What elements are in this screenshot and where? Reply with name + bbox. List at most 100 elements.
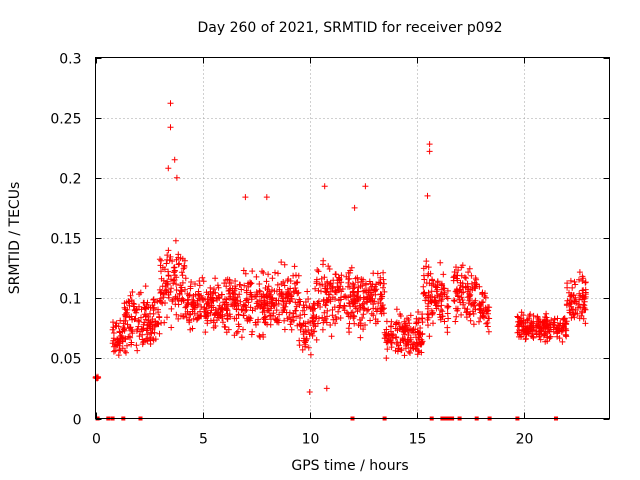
data-point bbox=[327, 296, 334, 303]
data-point bbox=[373, 286, 380, 293]
x-tick-label: 10 bbox=[302, 432, 320, 448]
data-point bbox=[362, 183, 369, 190]
data-point bbox=[520, 323, 527, 330]
data-point bbox=[468, 272, 475, 279]
data-point bbox=[377, 305, 384, 312]
data-point bbox=[318, 275, 325, 282]
data-point bbox=[334, 280, 341, 286]
data-point bbox=[407, 312, 414, 319]
data-point bbox=[319, 326, 326, 333]
data-point bbox=[242, 307, 249, 314]
data-point bbox=[281, 317, 288, 324]
data-point bbox=[292, 307, 299, 314]
data-point bbox=[241, 282, 248, 289]
data-point bbox=[127, 325, 134, 331]
data-point bbox=[444, 304, 451, 311]
data-point bbox=[158, 275, 165, 282]
y-tick-label: 0.15 bbox=[50, 232, 81, 248]
data-point bbox=[367, 287, 374, 294]
data-point bbox=[156, 314, 163, 321]
data-point bbox=[150, 305, 157, 312]
data-point bbox=[124, 306, 131, 313]
data-point bbox=[579, 273, 586, 280]
data-point bbox=[321, 183, 328, 190]
data-point bbox=[349, 280, 356, 287]
data-point bbox=[335, 274, 342, 281]
data-point bbox=[179, 272, 186, 279]
data-point bbox=[430, 320, 436, 327]
data-point bbox=[456, 286, 463, 293]
data-point bbox=[421, 276, 428, 283]
data-point bbox=[309, 317, 316, 324]
axis-ticks: 0 0.05 0.1 0.15 0.2 0.25 0.3 0 5 10 15 20 bbox=[50, 52, 610, 448]
data-point bbox=[201, 308, 208, 315]
data-point bbox=[207, 284, 214, 291]
data-point bbox=[466, 265, 473, 272]
data-point bbox=[320, 261, 326, 268]
data-point bbox=[543, 310, 550, 317]
data-point bbox=[199, 274, 206, 281]
data-point bbox=[150, 310, 157, 317]
data-point bbox=[349, 289, 356, 296]
data-point bbox=[242, 302, 249, 309]
data-point bbox=[372, 320, 379, 327]
data-point bbox=[136, 318, 143, 325]
data-point bbox=[559, 338, 566, 345]
data-point bbox=[222, 296, 228, 303]
data-point bbox=[224, 303, 231, 310]
data-point bbox=[530, 318, 537, 325]
data-point bbox=[346, 275, 353, 282]
data-point bbox=[542, 326, 548, 333]
data-point bbox=[437, 316, 444, 323]
data-point bbox=[269, 275, 276, 282]
data-point bbox=[285, 276, 292, 283]
data-point bbox=[178, 288, 185, 295]
data-point bbox=[356, 302, 363, 309]
data-point bbox=[573, 298, 579, 305]
data-point bbox=[148, 329, 154, 336]
data-point bbox=[113, 320, 120, 327]
data-point bbox=[275, 270, 281, 277]
data-point bbox=[199, 295, 206, 302]
data-point bbox=[347, 267, 354, 274]
data-point bbox=[476, 305, 483, 312]
data-point bbox=[380, 269, 387, 276]
data-point bbox=[335, 297, 342, 304]
data-point bbox=[472, 275, 479, 282]
data-point bbox=[305, 344, 312, 351]
data-point bbox=[162, 283, 169, 290]
data-point bbox=[432, 283, 439, 290]
data-point bbox=[424, 305, 431, 312]
data-point bbox=[322, 315, 329, 322]
data-point bbox=[201, 306, 208, 312]
data-point bbox=[189, 300, 196, 306]
data-point bbox=[401, 328, 407, 335]
data-point bbox=[380, 276, 387, 283]
data-point bbox=[220, 319, 226, 326]
data-point bbox=[396, 326, 403, 332]
data-point bbox=[544, 322, 551, 328]
data-point bbox=[178, 269, 185, 276]
data-point bbox=[313, 313, 320, 320]
data-point bbox=[444, 287, 451, 294]
data-point bbox=[406, 326, 413, 333]
data-point bbox=[228, 280, 234, 286]
data-point bbox=[293, 272, 299, 279]
data-point bbox=[325, 263, 332, 270]
data-point bbox=[439, 313, 446, 320]
data-point bbox=[243, 289, 250, 296]
data-point bbox=[580, 315, 587, 322]
data-point bbox=[138, 326, 145, 332]
data-point bbox=[271, 301, 278, 308]
data-point bbox=[313, 336, 320, 343]
data-point bbox=[215, 312, 222, 319]
data-point bbox=[302, 339, 309, 346]
x-tick-label: 15 bbox=[409, 432, 427, 448]
data-point bbox=[167, 100, 174, 107]
data-point bbox=[319, 281, 326, 288]
data-point bbox=[443, 293, 450, 300]
data-point bbox=[295, 272, 302, 279]
data-point bbox=[278, 259, 285, 266]
data-point bbox=[348, 309, 355, 316]
data-point bbox=[425, 314, 432, 321]
